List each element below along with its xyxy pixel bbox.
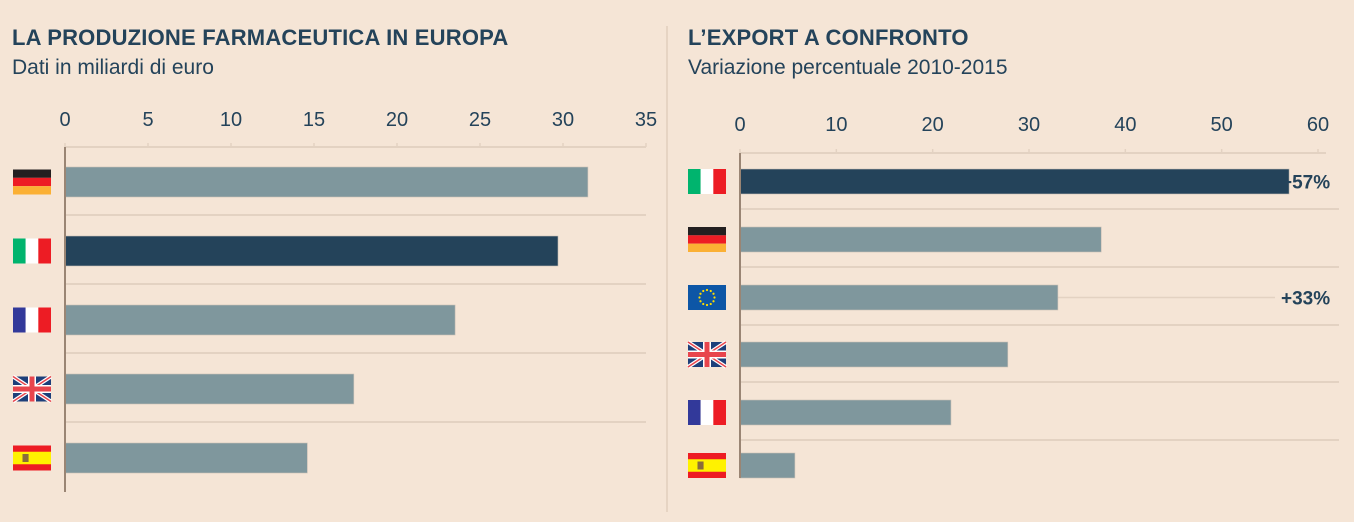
bar xyxy=(739,168,1290,195)
right-chart-panel: L’EXPORT A CONFRONTO Variazione percentu… xyxy=(668,0,1354,522)
bar xyxy=(64,373,355,405)
x-tick-label: 20 xyxy=(922,114,944,136)
bar xyxy=(739,226,1102,253)
bar xyxy=(739,399,952,426)
left-chart-panel: LA PRODUZIONE FARMACEUTICA IN EUROPA Dat… xyxy=(0,0,666,522)
x-tick-label: 10 xyxy=(220,109,242,131)
flag-eu-icon xyxy=(688,285,726,310)
x-tick-label: 50 xyxy=(1211,114,1233,136)
x-tick-label: 60 xyxy=(1307,114,1329,136)
x-tick-label: 0 xyxy=(59,109,70,131)
flag-fr-icon xyxy=(13,307,51,333)
panel-divider xyxy=(666,26,668,512)
x-tick-label: 20 xyxy=(386,109,408,131)
x-tick-label: 35 xyxy=(635,109,657,131)
flag-it-icon xyxy=(688,169,726,194)
bar xyxy=(64,304,456,336)
right-chart-title: L’EXPORT A CONFRONTO xyxy=(688,25,969,50)
x-tick-label: 30 xyxy=(552,109,574,131)
bar xyxy=(739,452,796,479)
flag-es-icon xyxy=(688,453,726,478)
flag-fr-icon xyxy=(688,400,726,425)
bar xyxy=(64,166,589,198)
flag-de-icon xyxy=(688,227,726,252)
flag-es-icon xyxy=(13,445,51,471)
x-tick-label: 5 xyxy=(142,109,153,131)
export-chart: 0 10 20 30 40 50 60 +57% +33% xyxy=(734,114,1339,479)
flag-de-icon xyxy=(13,169,51,195)
data-label: +33% xyxy=(1281,289,1330,310)
x-tick-label: 40 xyxy=(1114,114,1136,136)
x-tick-label: 10 xyxy=(825,114,847,136)
x-tick-label: 25 xyxy=(469,109,491,131)
bar xyxy=(64,442,308,474)
bar xyxy=(64,235,559,267)
x-tick-label: 30 xyxy=(1018,114,1040,136)
bar xyxy=(739,284,1059,311)
left-chart-title: LA PRODUZIONE FARMACEUTICA IN EUROPA xyxy=(12,25,509,50)
flag-uk-icon xyxy=(686,340,728,369)
data-label: +57% xyxy=(1281,173,1330,194)
flag-it-icon xyxy=(13,238,51,264)
x-tick-label: 15 xyxy=(303,109,325,131)
left-chart-subtitle: Dati in miliardi di euro xyxy=(12,56,214,79)
bar xyxy=(739,341,1009,368)
production-chart: 0 5 10 15 20 25 30 35 xyxy=(59,109,657,492)
flag-uk-icon xyxy=(11,374,53,404)
x-tick-label: 0 xyxy=(734,114,745,136)
right-chart-subtitle: Variazione percentuale 2010-2015 xyxy=(688,56,1008,79)
